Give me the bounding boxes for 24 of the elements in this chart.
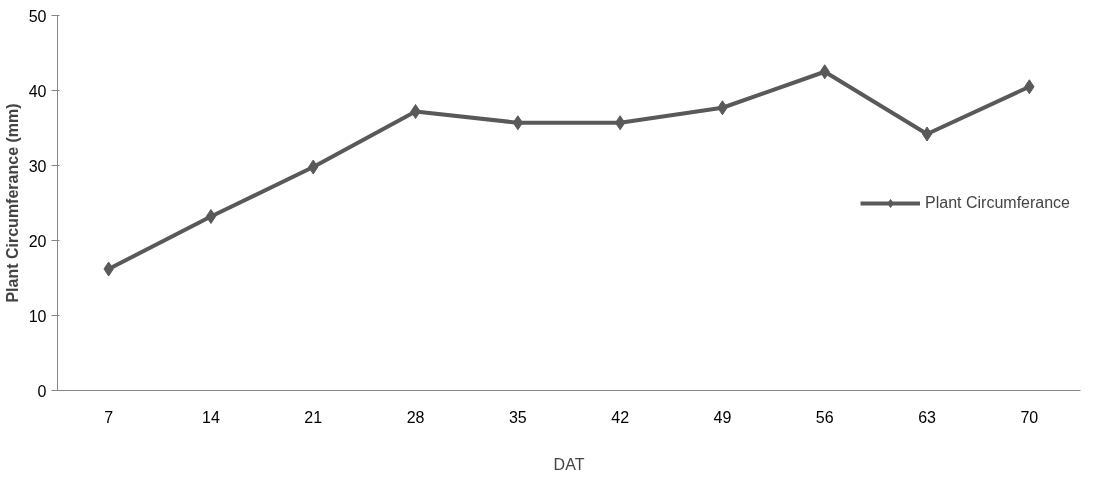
point	[921, 126, 933, 142]
x-tick-label: 56	[815, 408, 834, 426]
point	[614, 115, 626, 131]
y-tick-label: 40	[28, 82, 47, 100]
x-tick-label: 21	[304, 408, 323, 426]
x-tick-label: 63	[918, 408, 937, 426]
y-tick-label: 30	[28, 157, 47, 175]
point	[410, 104, 421, 119]
x-axis-title: DAT	[553, 455, 585, 473]
y-tick-label: 10	[28, 307, 47, 325]
x-tick-label: 70	[1020, 408, 1039, 426]
y-tick-label: 20	[28, 232, 47, 250]
legend-label: Plant Circumferance	[925, 193, 1070, 212]
x-tick-label: 7	[104, 408, 114, 426]
point	[512, 115, 524, 131]
x-tick-label: 14	[202, 408, 220, 426]
x-tick-label: 35	[508, 408, 527, 426]
point	[205, 209, 217, 224]
x-tick-label: 42	[611, 408, 630, 426]
y-tick-label: 0	[37, 382, 47, 400]
y-tick-label: 50	[28, 7, 47, 25]
y-axis-title: Plant Circumferance (mm)	[3, 103, 21, 303]
x-tick-label: 49	[713, 408, 732, 426]
x-tick-label: 28	[406, 408, 425, 426]
